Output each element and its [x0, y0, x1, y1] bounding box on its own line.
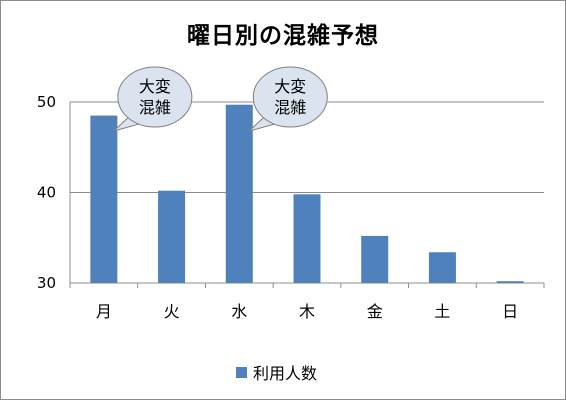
- bar: [158, 190, 186, 283]
- legend-swatch: [236, 366, 247, 378]
- x-tick-label: 水: [231, 302, 247, 321]
- bar: [90, 115, 118, 283]
- bar: [225, 104, 253, 283]
- x-tick-label: 日: [502, 302, 518, 321]
- callout-text: 大変: [274, 77, 306, 96]
- callout-bubble: [252, 66, 328, 128]
- callout-bubble: [117, 66, 193, 128]
- y-tick-label: 40: [37, 184, 56, 202]
- callout-text: 大変: [139, 77, 171, 96]
- legend: 利用人数: [236, 360, 317, 384]
- callout-seam: [132, 112, 148, 123]
- bar: [496, 281, 524, 283]
- bar: [293, 194, 321, 283]
- y-tick-label: 50: [37, 93, 56, 111]
- x-tick-label: 木: [299, 302, 315, 321]
- legend-label: 利用人数: [253, 364, 318, 383]
- x-tick-label: 火: [164, 302, 180, 321]
- y-tick-label: 30: [37, 274, 56, 292]
- x-tick-label: 月: [96, 302, 112, 321]
- chart-title: 曜日別の混雑予想: [187, 23, 379, 49]
- bar: [361, 235, 389, 283]
- callout-text: 混雑: [139, 98, 171, 117]
- callout-seam: [267, 112, 283, 123]
- callout-text: 混雑: [274, 98, 306, 117]
- x-tick-label: 金: [367, 302, 383, 321]
- bar: [428, 252, 456, 283]
- x-tick-label: 土: [434, 302, 450, 321]
